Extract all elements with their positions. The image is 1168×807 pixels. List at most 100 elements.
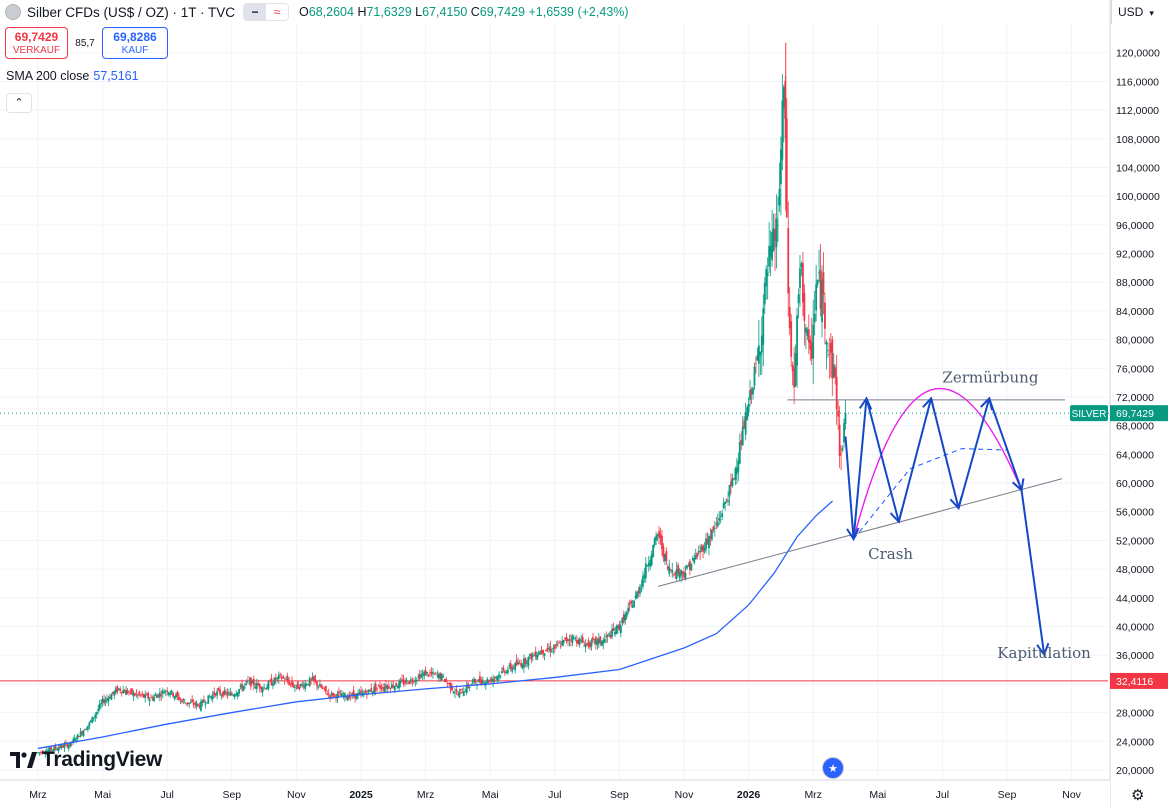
tradingview-logo[interactable]: TradingView <box>10 748 162 772</box>
candle-body <box>602 639 605 644</box>
candle-body <box>346 696 349 701</box>
candle-body <box>691 558 694 561</box>
candle-body <box>734 468 737 480</box>
candle-body <box>50 747 53 751</box>
candle-body <box>358 692 361 695</box>
candle-body <box>487 680 490 683</box>
candle-body <box>631 605 634 608</box>
x-tick-label: Mrz <box>804 789 822 801</box>
candle-body <box>797 294 800 304</box>
candle-body <box>129 690 132 692</box>
candle-body <box>653 538 656 545</box>
series-name-label: SILVER <box>1072 409 1107 420</box>
candle-body <box>292 684 295 688</box>
candle-body <box>41 751 44 754</box>
compare-button[interactable]: ≈ <box>273 5 281 19</box>
sell-button[interactable]: 69,7429 VERKAUF <box>5 27 68 59</box>
candle-body <box>434 672 437 674</box>
currency-selector[interactable]: USD ▾ <box>1111 0 1168 24</box>
y-tick-label: 72,0000 <box>1116 392 1154 404</box>
candle-body <box>169 693 172 696</box>
sma-layer <box>37 500 834 750</box>
buy-button[interactable]: 69,8286 KAUF <box>102 27 168 59</box>
candle-body <box>652 544 655 557</box>
candle-body <box>755 363 757 365</box>
candle-body <box>699 550 702 553</box>
candle-body <box>506 669 509 674</box>
candle-body <box>710 529 713 540</box>
candle-body <box>740 439 743 445</box>
candle-body <box>324 685 327 692</box>
candle-body <box>244 683 246 686</box>
candle-body <box>142 694 145 698</box>
candle-body <box>247 680 249 682</box>
candle-body <box>235 693 238 696</box>
candle-body <box>426 671 428 674</box>
candle-body <box>523 658 525 668</box>
candle-body <box>242 685 245 691</box>
y-tick-label: 60,0000 <box>1116 478 1154 490</box>
candle-body <box>410 679 412 682</box>
tradingview-logo-icon <box>10 752 37 768</box>
candle-body <box>681 571 684 574</box>
candle-body <box>511 667 514 672</box>
candle-body <box>203 699 205 703</box>
candle-body <box>834 367 837 378</box>
candle-body <box>302 685 305 688</box>
candle-body <box>376 687 379 689</box>
candle-body <box>85 728 88 730</box>
close-label: C <box>470 5 480 19</box>
candle-body <box>158 692 161 698</box>
candle-body <box>481 680 484 684</box>
candle-body <box>440 673 443 681</box>
candle-body <box>799 268 801 288</box>
candle-body <box>285 679 288 680</box>
candle-body <box>338 691 340 694</box>
x-tick-label: Sep <box>610 789 629 801</box>
candle-body <box>227 692 230 694</box>
symbol-title[interactable]: Silber CFDs (US$ / OZ) · 1T · TVC <box>27 4 236 20</box>
candle-body <box>782 87 785 109</box>
indicator-legend[interactable]: SMA 200 close 57,5161 <box>6 69 139 83</box>
symbol-icon[interactable] <box>5 4 21 20</box>
hide-button[interactable]: − <box>244 4 267 20</box>
candle-body <box>709 535 712 539</box>
candle-body <box>671 570 674 574</box>
candle-body <box>204 703 207 705</box>
candle-body <box>239 685 242 687</box>
us-flag-icon[interactable]: ★ <box>822 757 844 779</box>
candle-body <box>677 565 680 574</box>
candle-body <box>404 681 406 684</box>
candle-body <box>139 694 142 696</box>
candle-body <box>201 700 204 703</box>
y-tick-label: 56,0000 <box>1116 507 1154 519</box>
candle-body <box>608 633 611 635</box>
candle-body <box>674 572 677 575</box>
candle-body <box>94 714 97 718</box>
candle-body <box>89 720 92 722</box>
candle-body <box>765 269 768 287</box>
candle-body <box>791 365 794 372</box>
candle-body <box>730 481 732 486</box>
candle-body <box>101 698 104 703</box>
candle-body <box>91 716 94 723</box>
candle-body <box>439 673 442 679</box>
candle-body <box>641 576 644 587</box>
close-value: 69,7429 <box>479 5 525 19</box>
candle-body <box>295 684 298 686</box>
candle-body <box>208 696 211 698</box>
gear-icon[interactable]: ⚙ <box>1131 787 1145 804</box>
y-tick-label: 84,0000 <box>1116 306 1154 318</box>
candle-body <box>634 595 637 598</box>
candle-body <box>611 629 613 637</box>
candle-body <box>279 673 282 675</box>
collapse-legend-button[interactable]: ⌃ <box>6 93 32 113</box>
candle-body <box>790 321 793 357</box>
candle-body <box>715 523 718 525</box>
candle-body <box>342 695 345 697</box>
candle-body <box>807 329 810 343</box>
candle-body <box>661 535 663 550</box>
candle-body <box>600 641 603 646</box>
candle-body <box>592 637 594 641</box>
